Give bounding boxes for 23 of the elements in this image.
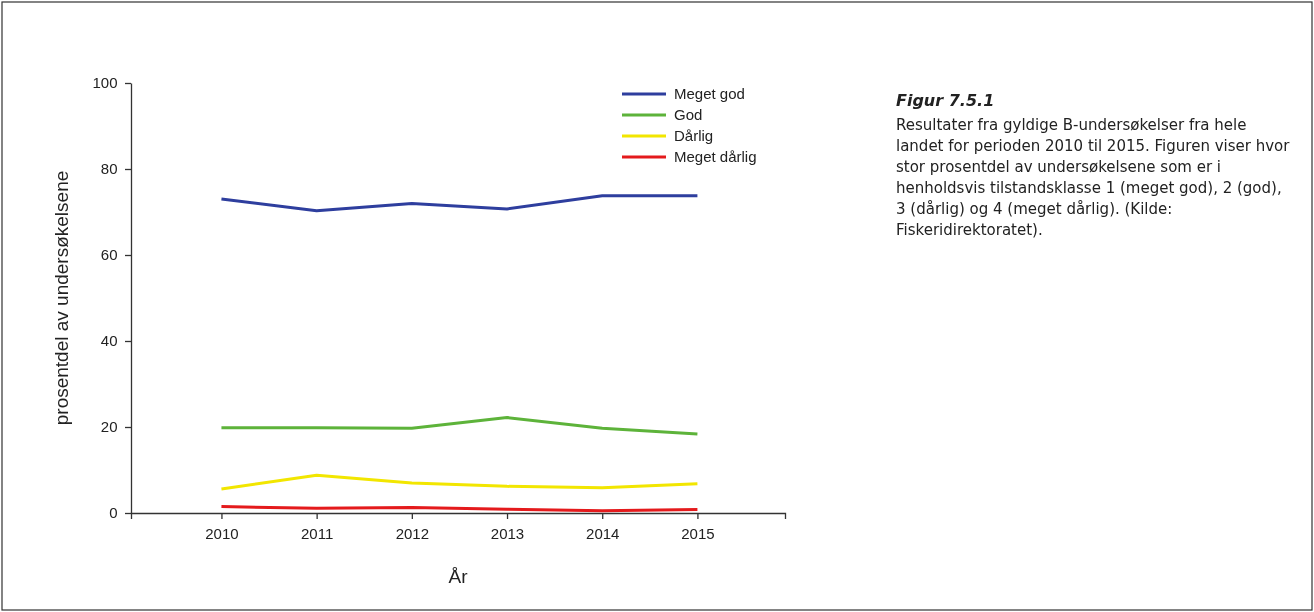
y-tick-label: 100 [92, 74, 118, 92]
text: Figur 7.5.1 [896, 91, 995, 110]
y-axis-title: prosentdel av undersøkelsene [51, 170, 72, 426]
y-tick-label: 0 [109, 504, 118, 522]
text: Resultater fra gyldige B-undersøkelser fra hele landet for perioden 2010 til 2015. Figuren viser hvor stor prosentdel av undersøkelsene som er i henholdsvis tilstandsklasse 1 (meget god), 2 (god), 3 (dårlig) og 4 (meget dårlig). (Kilde: Fiskeridirektoratet). [896, 116, 1291, 239]
y-tick-label: 60 [100, 246, 118, 264]
legend-label: Meget god [674, 85, 745, 102]
line-series [219, 473, 699, 491]
legend-label: God [674, 106, 703, 123]
x-tick-label: 2015 [681, 524, 715, 542]
x-axis-title: År [448, 566, 469, 587]
x-tick-label: 2013 [490, 524, 525, 542]
line-series [219, 194, 699, 213]
y-tick-label: 40 [100, 332, 118, 350]
legend-label: Dårlig [674, 127, 714, 144]
x-tick-label: 2011 [301, 524, 334, 542]
y-tick-label: 20 [100, 418, 118, 436]
x-tick-label: 2012 [395, 524, 430, 542]
y-tick-label: 80 [100, 160, 118, 178]
x-tick-label: 2014 [586, 524, 620, 542]
x-tick-label: 2010 [205, 524, 239, 542]
legend-label: Meget dårlig [674, 148, 757, 165]
line-series [219, 416, 699, 436]
